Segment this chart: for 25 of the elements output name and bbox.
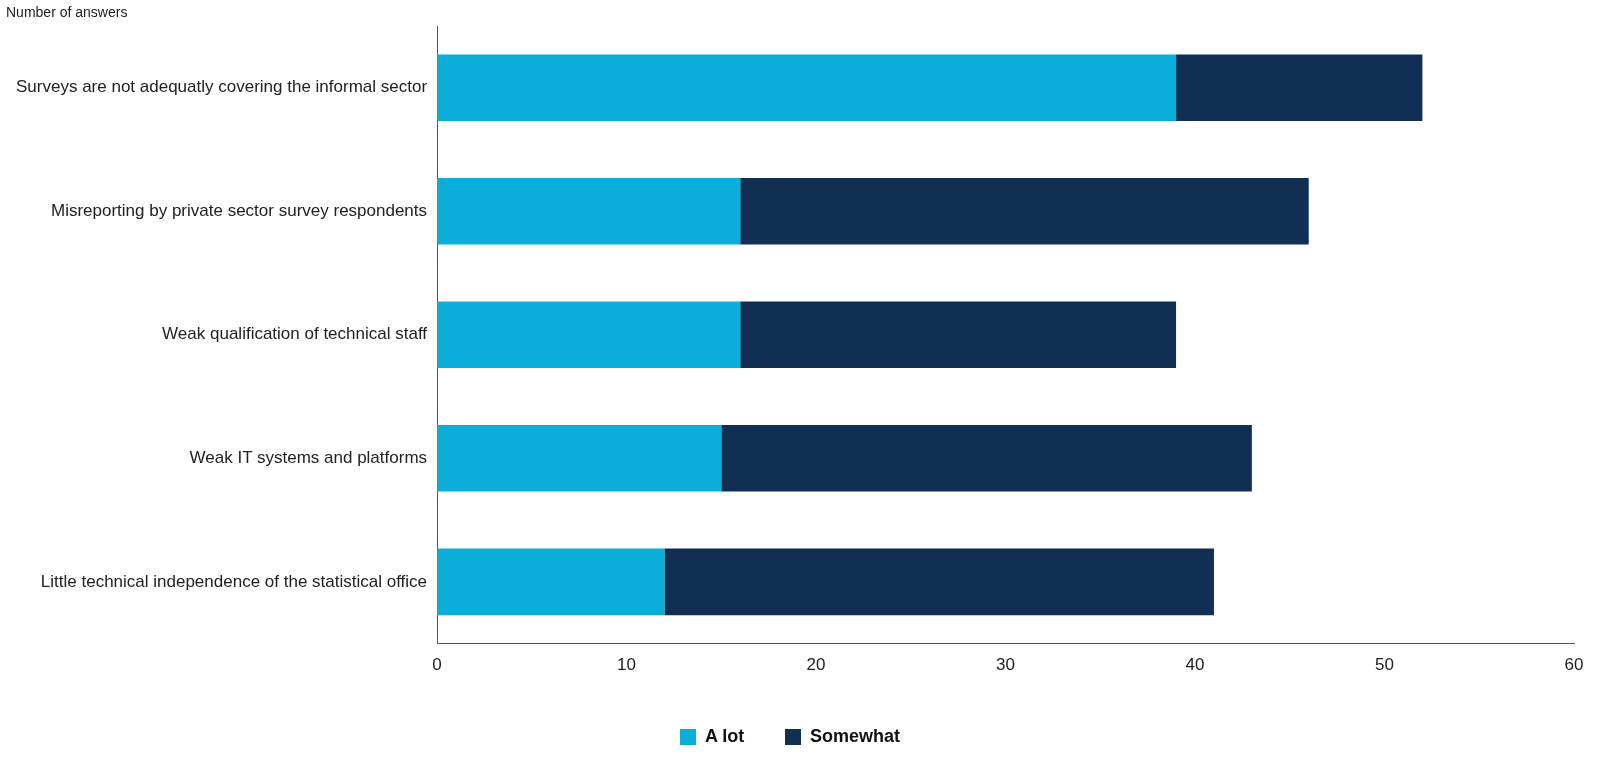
bar: [664, 548, 1214, 616]
y-tick-label: Surveys are not adequatly covering the informal sector: [16, 77, 428, 97]
x-tick-label: 40: [1185, 655, 1205, 675]
bar: [437, 177, 741, 245]
x-tick-label: 30: [996, 655, 1015, 675]
x-tick-label: 10: [617, 655, 636, 675]
x-axis-title: Number of answers: [6, 3, 128, 20]
bar: [1176, 54, 1423, 122]
y-tick-label: Weak qualification of technical staff: [162, 324, 428, 344]
legend-label: A lot: [705, 725, 745, 746]
x-tick-label: 0: [432, 655, 442, 675]
bar: [740, 301, 1177, 369]
bar: [721, 425, 1252, 492]
bar: [437, 548, 665, 616]
bar: [437, 425, 722, 492]
y-tick-label: Little technical independence of the statistical office: [40, 571, 428, 591]
x-tick-label: 50: [1375, 655, 1394, 675]
bar: [437, 54, 1177, 122]
y-tick-label: Misreporting by private sector survey respondents: [50, 200, 428, 220]
bar: [740, 177, 1309, 245]
x-tick-label: 20: [806, 655, 826, 675]
bar: [437, 301, 741, 369]
legend-label: Somewhat: [809, 725, 901, 746]
x-tick-label: 60: [1564, 655, 1584, 675]
y-tick-label: Weak IT systems and platforms: [189, 448, 428, 468]
